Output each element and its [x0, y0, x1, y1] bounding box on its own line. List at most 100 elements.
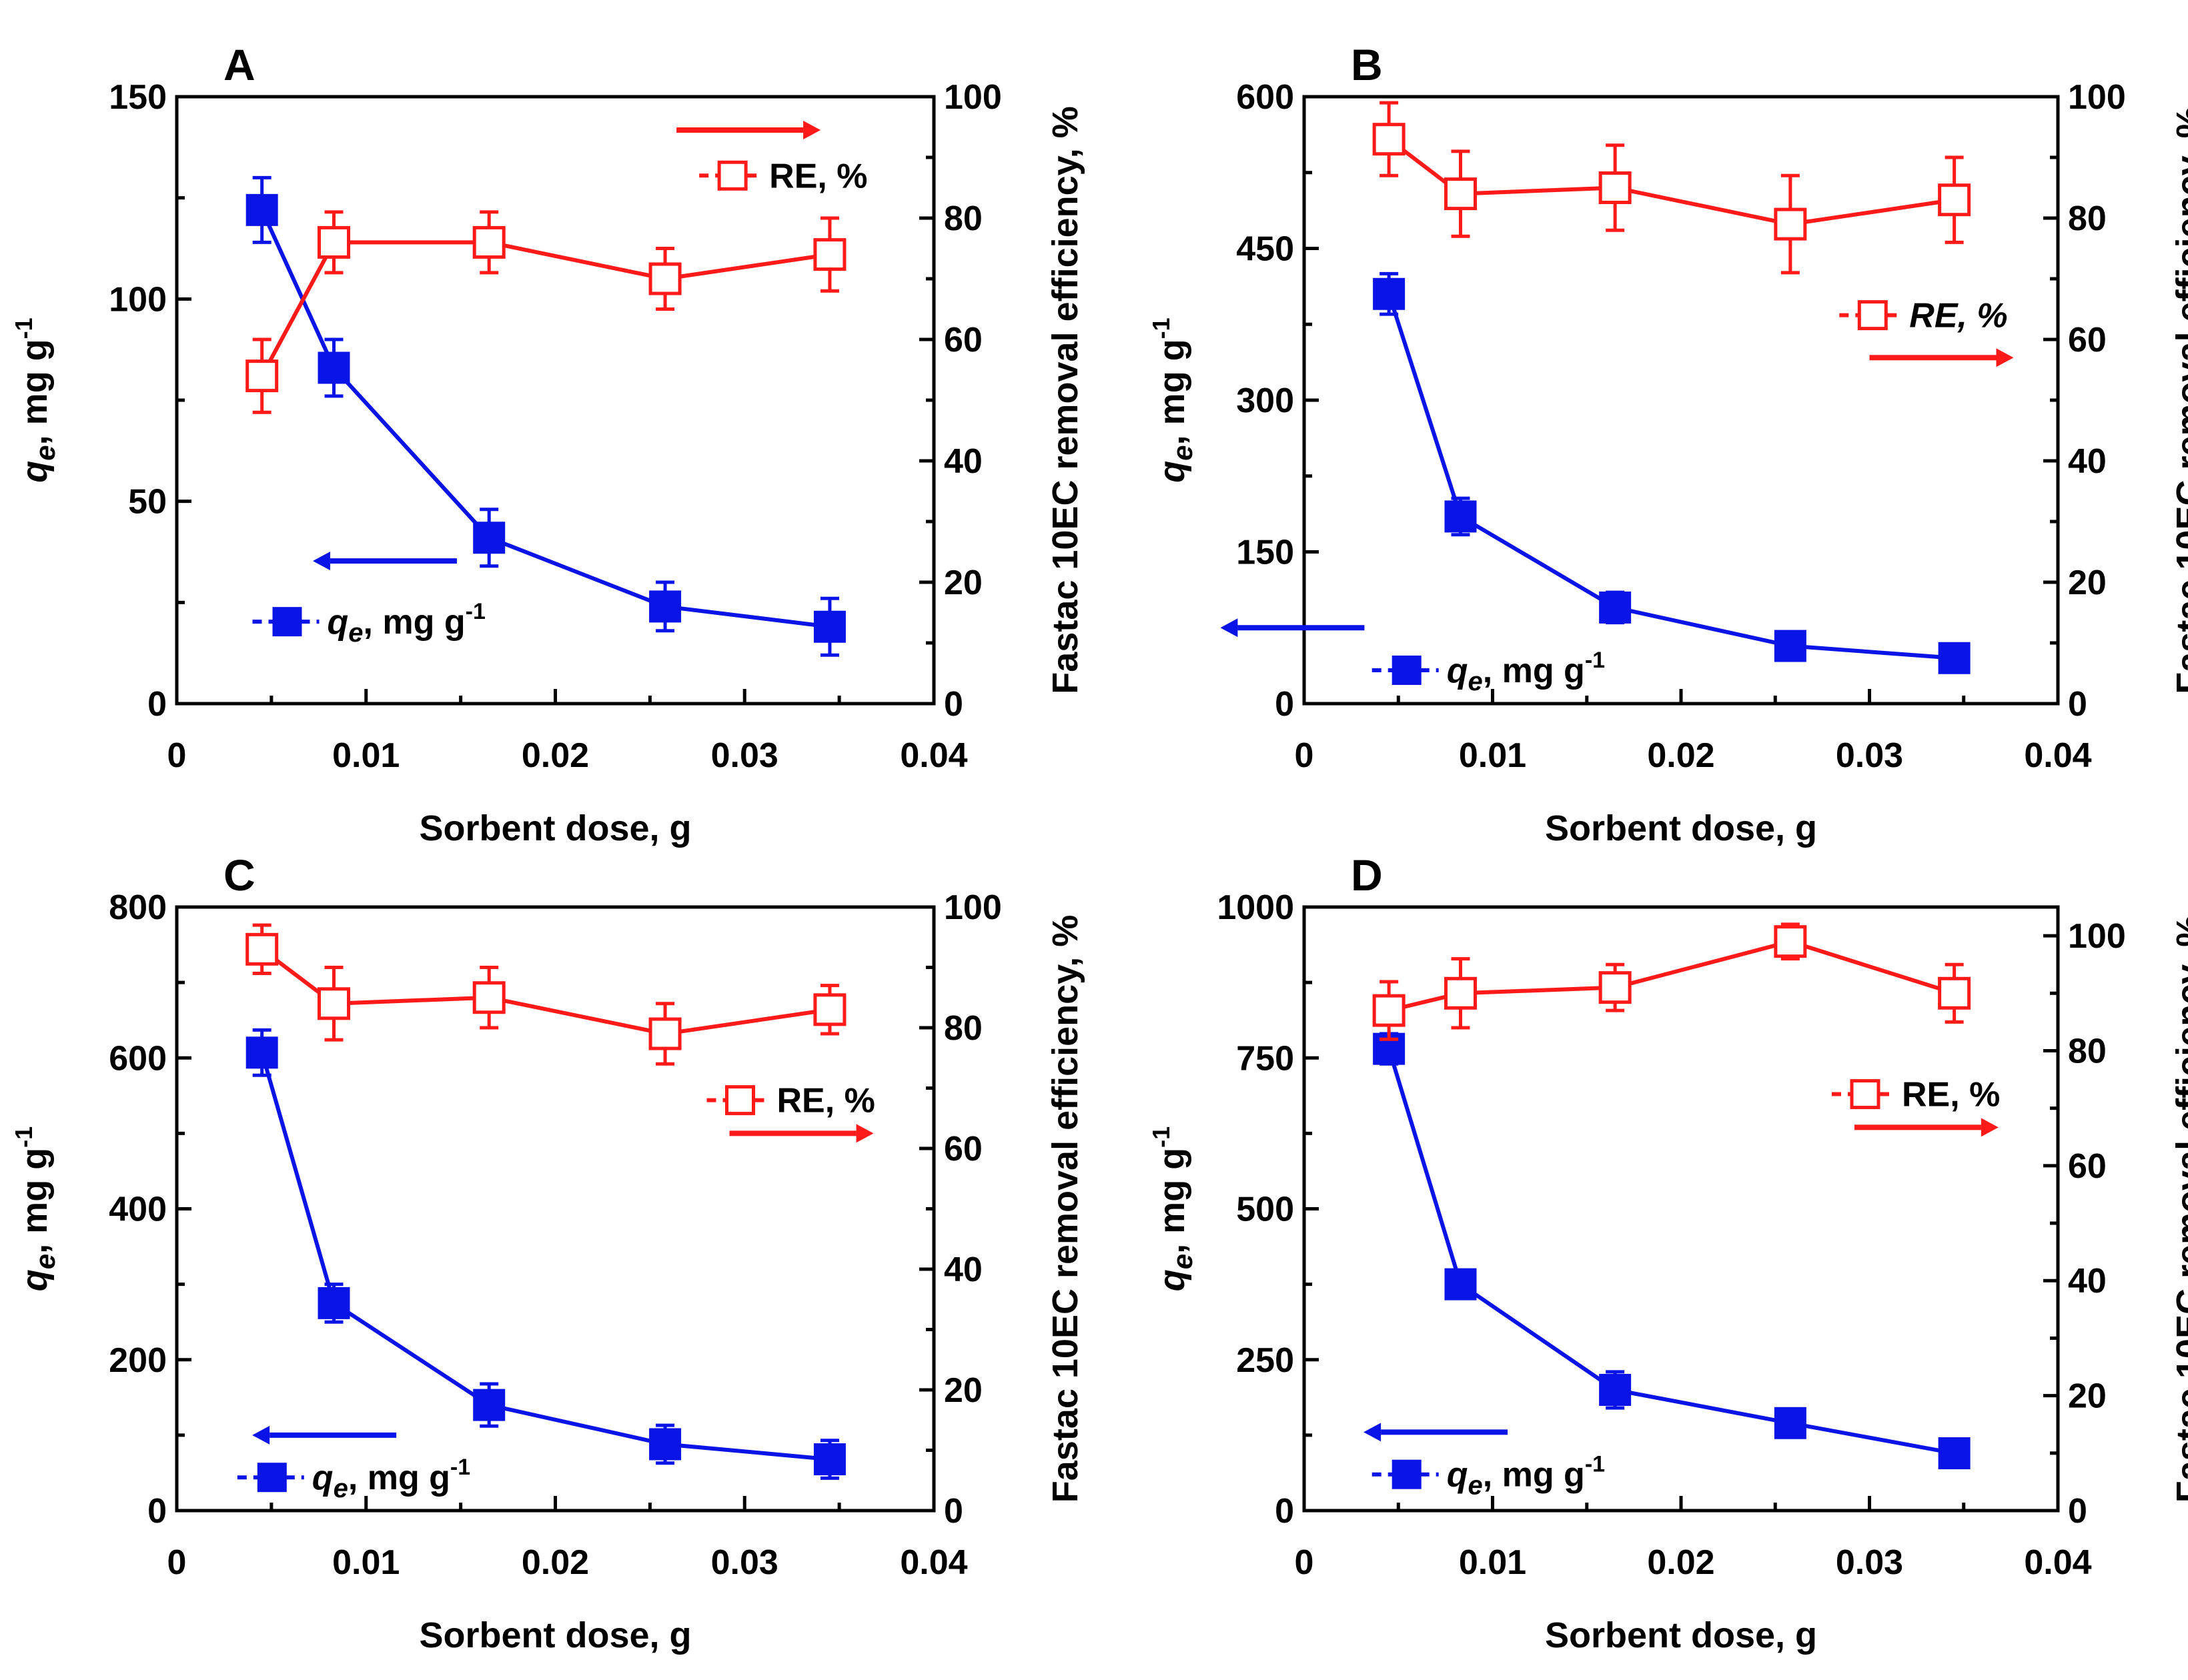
re-point — [472, 225, 506, 259]
y-right-tick-label: 80 — [2068, 199, 2107, 238]
x-tick-label: 0.03 — [711, 736, 778, 775]
ylabel-symbol: q — [1152, 1269, 1192, 1291]
legend-superscript: -1 — [1585, 1452, 1605, 1477]
qe-legend: qe, mg g-1 — [1372, 648, 1605, 696]
re-legend-label: RE, % — [1909, 297, 2007, 335]
y-left-tick-label: 450 — [1236, 230, 1294, 269]
x-tick-label: 0.02 — [1647, 736, 1714, 775]
qe-legend-label: qe, mg g-1 — [312, 1455, 470, 1503]
panel-label: C — [223, 850, 255, 900]
legend-unit: , mg g — [364, 603, 466, 642]
qe-point — [1599, 591, 1632, 624]
qe-legend: qe, mg g-1 — [252, 599, 486, 648]
y-right-tick-label: 100 — [2068, 917, 2126, 956]
qe-series — [1373, 271, 1971, 674]
re-legend: RE, % — [1839, 297, 2008, 335]
qe-legend-marker — [257, 1463, 287, 1493]
re-legend-label: RE, % — [1902, 1076, 2000, 1114]
qe-point — [1444, 1268, 1477, 1301]
y-right-tick-label: 20 — [944, 564, 983, 602]
qe-line — [259, 209, 831, 629]
y-right-tick-label: 60 — [2068, 321, 2107, 359]
qe-legend-label: qe, mg g-1 — [1447, 648, 1605, 696]
legend-unit: , mg g — [348, 1459, 450, 1497]
qe-point — [473, 1389, 506, 1421]
y-right-tick-label: 20 — [2068, 1377, 2107, 1416]
qe-point — [1774, 630, 1806, 662]
ylabel-unit: , mg g — [15, 1148, 55, 1254]
ylabel-unit: , mg g — [15, 339, 55, 445]
re-legend-label: RE, % — [769, 157, 867, 195]
x-tick-label: 0.03 — [1836, 736, 1903, 775]
y-left-tick-label: 50 — [128, 483, 167, 522]
re-point — [1598, 171, 1632, 204]
ylabel-subscript: e — [1167, 445, 1198, 460]
y-left-tick-label: 300 — [1236, 381, 1294, 420]
y-right-tick-label: 60 — [944, 321, 983, 359]
x-tick-label: 0.02 — [522, 736, 589, 775]
legend-subscript: e — [1468, 1471, 1482, 1501]
qe-point — [245, 193, 278, 226]
re-legend: RE, % — [1832, 1076, 2000, 1114]
qe-legend-label: qe, mg g-1 — [328, 599, 486, 648]
x-tick-label: 0.02 — [1647, 1543, 1714, 1582]
re-point — [1938, 976, 1971, 1010]
re-axis-arrow — [676, 121, 821, 140]
ylabel-superscript: -1 — [10, 317, 37, 339]
qe-point — [473, 522, 506, 554]
qe-axis-arrow — [252, 1425, 397, 1445]
qe-point — [1774, 1407, 1806, 1439]
y-right-tick-label: 60 — [2068, 1147, 2107, 1186]
x-tick-label: 0.04 — [2024, 1543, 2091, 1582]
x-axis: 0 0.01 0.02 0.03 0.04 — [167, 689, 968, 775]
y-right-tick-label: 100 — [2068, 78, 2126, 117]
y-left-tick-label: 600 — [109, 1039, 167, 1078]
ylabel-subscript: e — [29, 1254, 61, 1269]
re-axis-arrow — [729, 1124, 874, 1143]
qe-point — [1938, 642, 1971, 674]
re-legend-marker — [717, 160, 748, 191]
legend-subscript: e — [348, 618, 363, 648]
y-right-tick-label: 0 — [944, 1492, 963, 1531]
y-right-tick-label: 60 — [944, 1130, 983, 1168]
y-right-tick-label: 100 — [944, 888, 1002, 927]
y-left-tick-label: 0 — [1275, 685, 1294, 724]
ylabel-unit: , mg g — [1152, 339, 1192, 445]
y-right-tick-label: 80 — [944, 199, 983, 238]
legend-superscript: -1 — [466, 599, 486, 624]
y-right-tick-label: 80 — [944, 1009, 983, 1048]
ylabel-subscript: e — [29, 445, 61, 460]
y-right-tick-label: 40 — [2068, 1262, 2107, 1301]
chart-panel-a: A 0 0.01 0.02 0.03 0.04 Sorbent dose, g 0 50 100 1… — [10, 40, 1085, 848]
panel-label: A — [223, 40, 255, 89]
y-right-tick-label: 80 — [2068, 1032, 2107, 1070]
qe-axis-arrow — [1363, 1423, 1508, 1442]
x-tick-label: 0.01 — [332, 1543, 400, 1582]
ylabel-superscript: -1 — [1147, 317, 1175, 339]
y-left-axis: 0 200 400 600 800 — [109, 888, 191, 1531]
legend-symbol: q — [312, 1459, 334, 1497]
x-axis-title: Sorbent dose, g — [1545, 1615, 1817, 1655]
y-right-tick-label: 40 — [944, 442, 983, 481]
x-tick-label: 0.03 — [1836, 1543, 1903, 1582]
ylabel-superscript: -1 — [1147, 1126, 1175, 1148]
x-tick-label: 0 — [167, 736, 187, 775]
qe-legend-marker — [1392, 655, 1422, 685]
re-point — [1598, 971, 1632, 1004]
ylabel-symbol: q — [1152, 461, 1192, 483]
y-left-tick-label: 750 — [1236, 1039, 1294, 1078]
re-series — [245, 210, 847, 414]
x-tick-label: 0 — [1295, 1543, 1314, 1582]
re-legend-marker — [1850, 1079, 1880, 1110]
y-left-axis-title: qe, mg g-1 — [1147, 1126, 1198, 1291]
y-right-axis-title: Fastac 10EC removal efficiency, % — [1045, 106, 1085, 694]
x-axis-title: Sorbent dose, g — [419, 808, 691, 848]
re-series — [245, 923, 847, 1066]
qe-axis-arrow — [312, 552, 457, 571]
y-left-tick-label: 0 — [147, 685, 167, 724]
y-right-tick-label: 20 — [944, 1371, 983, 1410]
legend-superscript: -1 — [1585, 648, 1605, 673]
qe-point — [1938, 1437, 1971, 1470]
